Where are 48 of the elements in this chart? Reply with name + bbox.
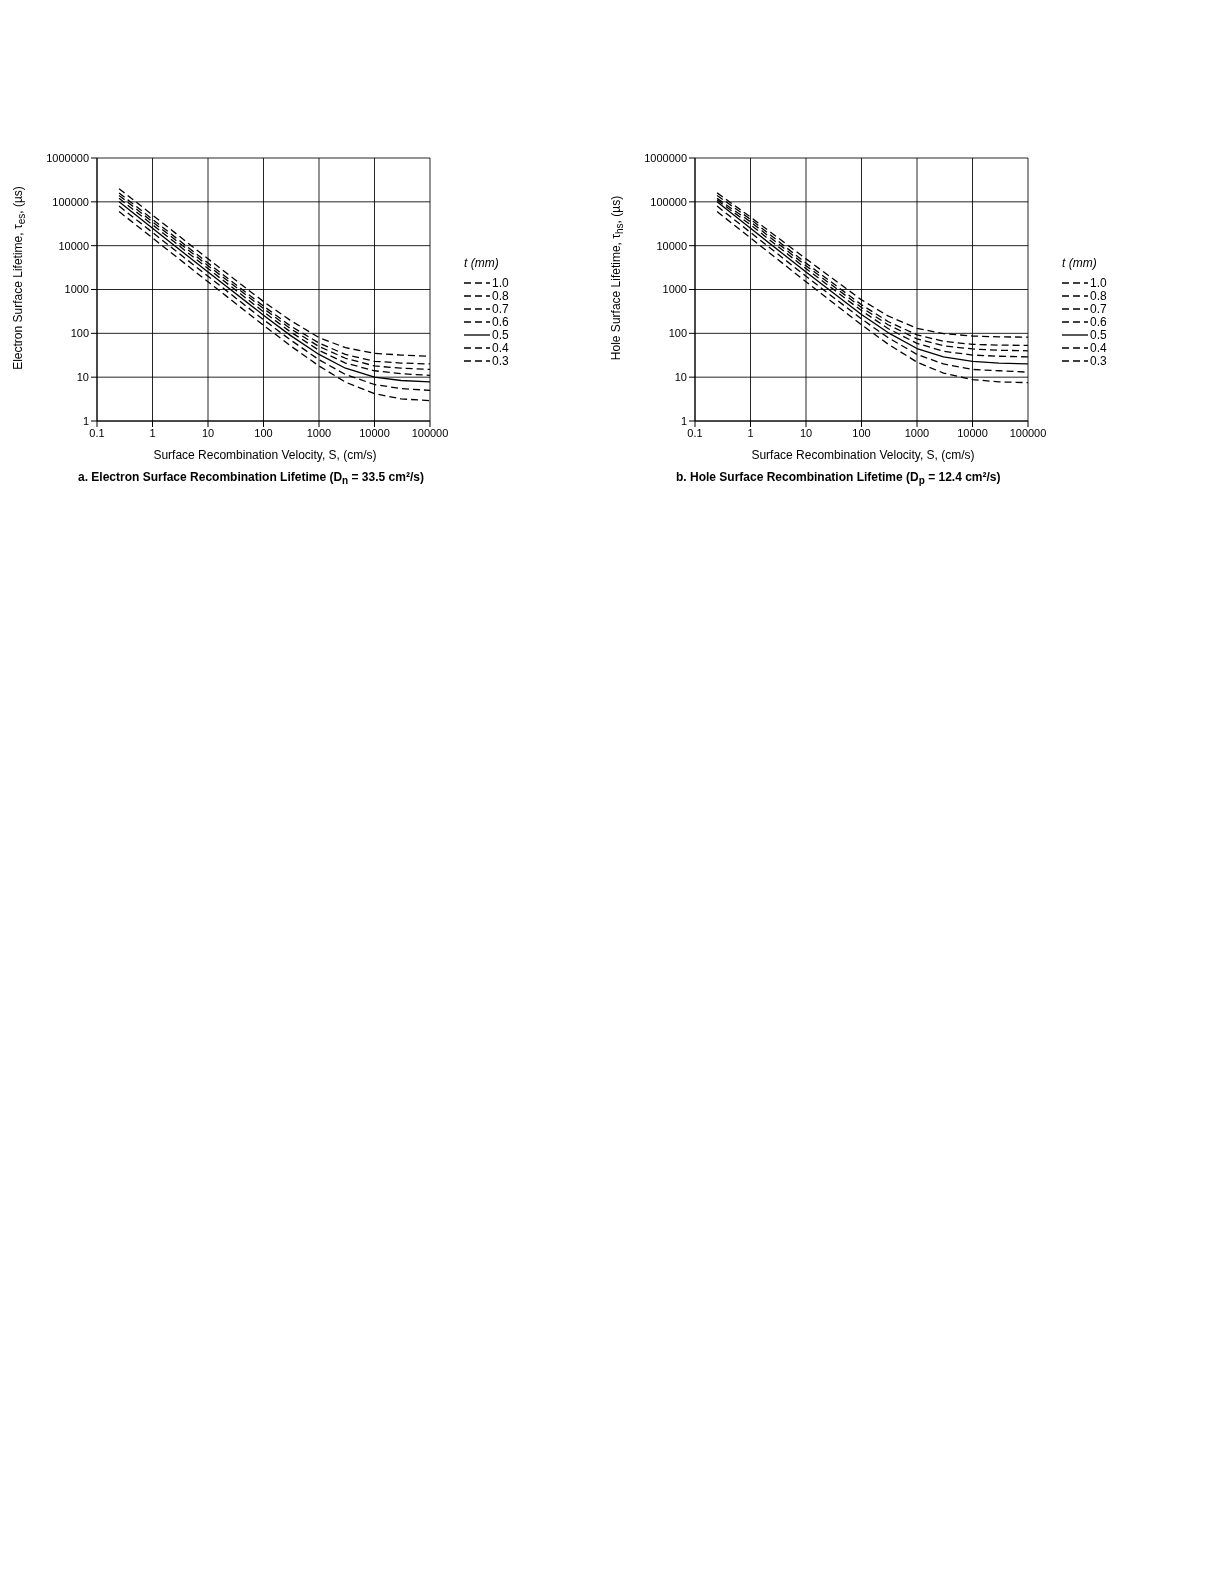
x-tick-label: 10000	[359, 426, 390, 439]
y-tick-label: 10	[674, 371, 687, 384]
y-tick-label: 100000	[650, 195, 687, 208]
x-tick-label: 0.1	[89, 426, 105, 439]
text: b. Hole Surface Recombination Lifetime (D$_{p}$ = 12.4 cm²/s)	[676, 470, 1001, 487]
legend-label: 0.6	[492, 314, 509, 329]
x-tick-label: 100	[254, 426, 273, 439]
y-tick-label: 1000000	[46, 151, 89, 164]
x-tick-label: 100	[852, 426, 871, 439]
legend-label: 0.5	[492, 327, 509, 342]
legend-label: 0.6	[1090, 314, 1107, 329]
legend-label: 0.7	[492, 301, 509, 316]
legend-title: t (mm)	[464, 256, 500, 270]
legend-label: 0.3	[1090, 353, 1107, 368]
y-tick-label: 1	[82, 414, 89, 427]
legend-label: 0.7	[1090, 301, 1107, 316]
y-tick-label: 10000	[58, 239, 89, 252]
legend-label: 0.8	[1090, 288, 1107, 303]
legend-label: 0.3	[492, 353, 509, 368]
x-tick-label: 0.1	[687, 426, 703, 439]
legend-label: 0.5	[1090, 327, 1107, 342]
x-tick-label: 100000	[1009, 426, 1047, 439]
text: a. Electron Surface Recombination Lifetime (D$_{n}$ = 33.5 cm²/s)	[78, 470, 424, 487]
y-tick-label: 1000000	[644, 151, 687, 164]
x-tick-label: 1	[149, 426, 156, 439]
y-tick-label: 100	[668, 327, 687, 340]
legend-label: 1.0	[492, 275, 509, 290]
y-tick-label: 1000	[662, 283, 687, 296]
x-tick-label: 1	[747, 426, 754, 439]
x-axis-title: Surface Recombination Velocity, S, (cm/s)	[152, 448, 378, 462]
x-tick-label: 100000	[411, 426, 449, 439]
y-tick-label: 10	[76, 371, 89, 384]
legend-label: 0.4	[492, 340, 509, 355]
legend-label: 1.0	[1090, 275, 1107, 290]
y-tick-label: 1	[680, 414, 687, 427]
y-tick-label: 1000	[64, 283, 89, 296]
y-tick-label: 10000	[656, 239, 687, 252]
x-tick-label: 1000	[904, 426, 930, 439]
y-tick-label: 100	[70, 327, 89, 340]
legend-title: t (mm)	[1062, 256, 1098, 270]
x-tick-label: 1000	[306, 426, 332, 439]
legend-label: 0.4	[1090, 340, 1107, 355]
x-tick-label: 10	[201, 426, 215, 439]
x-tick-label: 10000	[957, 426, 988, 439]
y-tick-label: 100000	[52, 195, 89, 208]
x-tick-label: 10	[799, 426, 813, 439]
x-axis-title: Surface Recombination Velocity, S, (cm/s)	[750, 448, 976, 462]
legend-label: 0.8	[492, 288, 509, 303]
